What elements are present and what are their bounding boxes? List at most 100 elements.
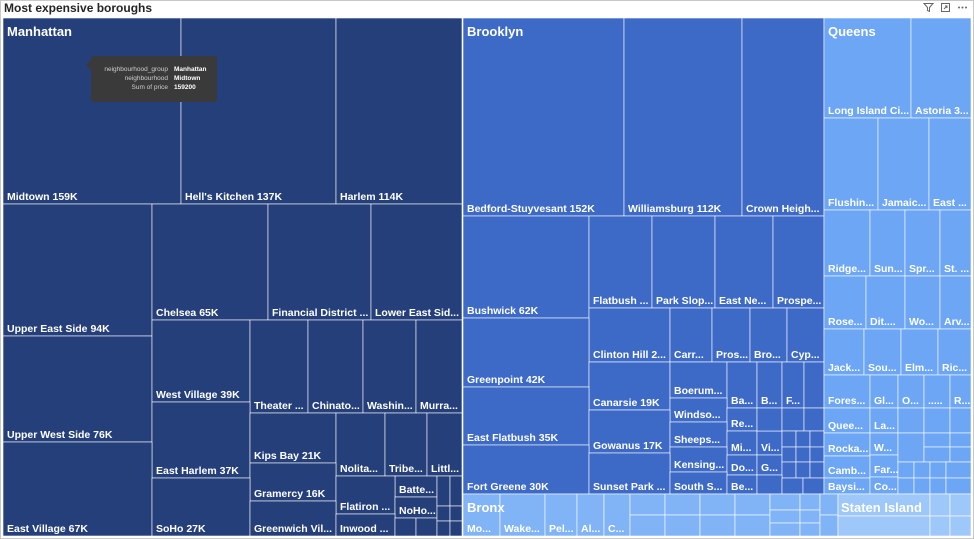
treemap-cell[interactable] bbox=[462, 493, 501, 537]
treemap-cell[interactable] bbox=[711, 307, 751, 363]
treemap-cell[interactable] bbox=[2, 441, 153, 537]
treemap-cell[interactable] bbox=[151, 319, 251, 403]
treemap-cell[interactable] bbox=[151, 477, 251, 537]
treemap-cell-small[interactable] bbox=[945, 461, 972, 479]
treemap-cell-small[interactable] bbox=[664, 514, 701, 537]
treemap-cell[interactable] bbox=[462, 444, 590, 495]
treemap-cell[interactable] bbox=[2, 203, 153, 337]
treemap-cell[interactable] bbox=[623, 17, 743, 217]
treemap-cell-small[interactable] bbox=[913, 461, 931, 479]
treemap-cell[interactable] bbox=[823, 275, 867, 330]
treemap-cell[interactable] bbox=[370, 203, 463, 321]
treemap-cell[interactable] bbox=[669, 421, 728, 448]
treemap-cell[interactable] bbox=[2, 17, 182, 205]
treemap-cell-small[interactable] bbox=[949, 432, 972, 448]
treemap-cell[interactable] bbox=[823, 407, 871, 434]
treemap-cell-small[interactable] bbox=[449, 475, 463, 507]
treemap-cell[interactable] bbox=[756, 361, 783, 409]
treemap-cell-small[interactable] bbox=[799, 493, 821, 511]
treemap-cell[interactable] bbox=[362, 319, 417, 414]
treemap-cell-small[interactable] bbox=[799, 509, 821, 524]
treemap-cell[interactable] bbox=[669, 397, 728, 423]
treemap-cell-small[interactable] bbox=[699, 514, 736, 537]
treemap-cell-small[interactable] bbox=[781, 430, 797, 448]
treemap-cell[interactable] bbox=[249, 319, 309, 414]
treemap-cell[interactable] bbox=[669, 446, 728, 473]
treemap-cell-small[interactable] bbox=[923, 407, 951, 434]
treemap-cell-small[interactable] bbox=[781, 461, 797, 479]
treemap-cell[interactable] bbox=[897, 374, 925, 409]
treemap-cell-small[interactable] bbox=[795, 446, 811, 463]
treemap-cell-small[interactable] bbox=[756, 474, 783, 495]
treemap-cell-small[interactable] bbox=[629, 493, 666, 516]
treemap-cell-small[interactable] bbox=[795, 461, 811, 479]
treemap-cell-small[interactable] bbox=[819, 514, 839, 537]
treemap-cell[interactable] bbox=[928, 117, 972, 211]
treemap-cell-small[interactable] bbox=[929, 515, 951, 537]
treemap-cell-small[interactable] bbox=[769, 509, 801, 524]
treemap-cell[interactable] bbox=[249, 412, 337, 464]
treemap-cell-small[interactable] bbox=[923, 446, 951, 463]
treemap-cell[interactable] bbox=[823, 374, 871, 409]
more-options-icon[interactable] bbox=[957, 2, 968, 13]
filter-icon[interactable] bbox=[923, 2, 934, 13]
treemap-cell-small[interactable] bbox=[949, 515, 972, 537]
treemap-cell-small[interactable] bbox=[436, 520, 451, 537]
treemap-cell-small[interactable] bbox=[769, 522, 801, 537]
treemap-cell[interactable] bbox=[869, 209, 906, 277]
treemap-cell[interactable] bbox=[823, 328, 865, 376]
treemap-cell-small[interactable] bbox=[415, 517, 438, 537]
treemap-cell-small[interactable] bbox=[699, 493, 736, 516]
treemap-cell[interactable] bbox=[335, 17, 463, 205]
treemap-cell-small[interactable] bbox=[664, 493, 701, 516]
treemap-cell-small[interactable] bbox=[923, 432, 951, 448]
treemap-cell[interactable] bbox=[669, 361, 728, 399]
treemap-cell[interactable] bbox=[923, 374, 951, 409]
treemap-cell[interactable] bbox=[462, 215, 590, 319]
treemap-cell[interactable] bbox=[823, 17, 912, 119]
treemap-cell-small[interactable] bbox=[781, 446, 797, 463]
treemap-cell-small[interactable] bbox=[449, 520, 463, 537]
treemap-cell-small[interactable] bbox=[913, 477, 931, 495]
treemap-cell[interactable] bbox=[462, 317, 590, 388]
treemap-cell-small[interactable] bbox=[756, 407, 783, 432]
treemap-cell[interactable] bbox=[415, 319, 463, 414]
treemap-cell[interactable] bbox=[335, 475, 396, 515]
treemap-cell[interactable] bbox=[544, 493, 578, 537]
treemap-cell-small[interactable] bbox=[897, 432, 925, 463]
treemap-cell-small[interactable] bbox=[837, 515, 931, 537]
focus-mode-icon[interactable] bbox=[940, 2, 951, 13]
treemap-cell[interactable] bbox=[180, 17, 337, 205]
treemap-cell[interactable] bbox=[939, 209, 972, 277]
treemap-cell-small[interactable] bbox=[809, 430, 825, 448]
treemap-cell[interactable] bbox=[499, 493, 546, 537]
treemap-cell[interactable] bbox=[384, 412, 428, 477]
treemap-cell-small[interactable] bbox=[795, 430, 811, 448]
treemap-cell[interactable] bbox=[823, 209, 871, 277]
treemap-cell[interactable] bbox=[756, 430, 783, 456]
treemap-cell-small[interactable] bbox=[949, 407, 972, 434]
treemap-cell[interactable] bbox=[741, 17, 825, 217]
treemap-cell-small[interactable] bbox=[819, 493, 839, 516]
treemap-cell[interactable] bbox=[910, 17, 972, 119]
treemap-cell[interactable] bbox=[462, 17, 625, 217]
treemap-cell-small[interactable] bbox=[781, 407, 805, 432]
treemap-cell-small[interactable] bbox=[929, 477, 947, 495]
treemap-cell[interactable] bbox=[786, 307, 825, 363]
treemap-cell[interactable] bbox=[651, 215, 716, 309]
treemap-cell[interactable] bbox=[2, 335, 153, 443]
treemap-cell-small[interactable] bbox=[781, 477, 804, 495]
treemap-cell[interactable] bbox=[426, 412, 463, 477]
treemap-cell-small[interactable] bbox=[449, 505, 463, 522]
treemap-cell-small[interactable] bbox=[949, 446, 972, 463]
treemap-cell[interactable] bbox=[869, 407, 899, 434]
treemap-cell-small[interactable] bbox=[945, 477, 972, 495]
treemap-cell-small[interactable] bbox=[809, 461, 825, 479]
treemap-cell-small[interactable] bbox=[897, 461, 915, 479]
treemap-cell-small[interactable] bbox=[629, 514, 666, 537]
treemap-cell-small[interactable] bbox=[803, 407, 825, 432]
treemap-cell[interactable] bbox=[772, 215, 825, 309]
treemap-cell[interactable] bbox=[588, 409, 671, 454]
treemap-cell[interactable] bbox=[576, 493, 605, 537]
